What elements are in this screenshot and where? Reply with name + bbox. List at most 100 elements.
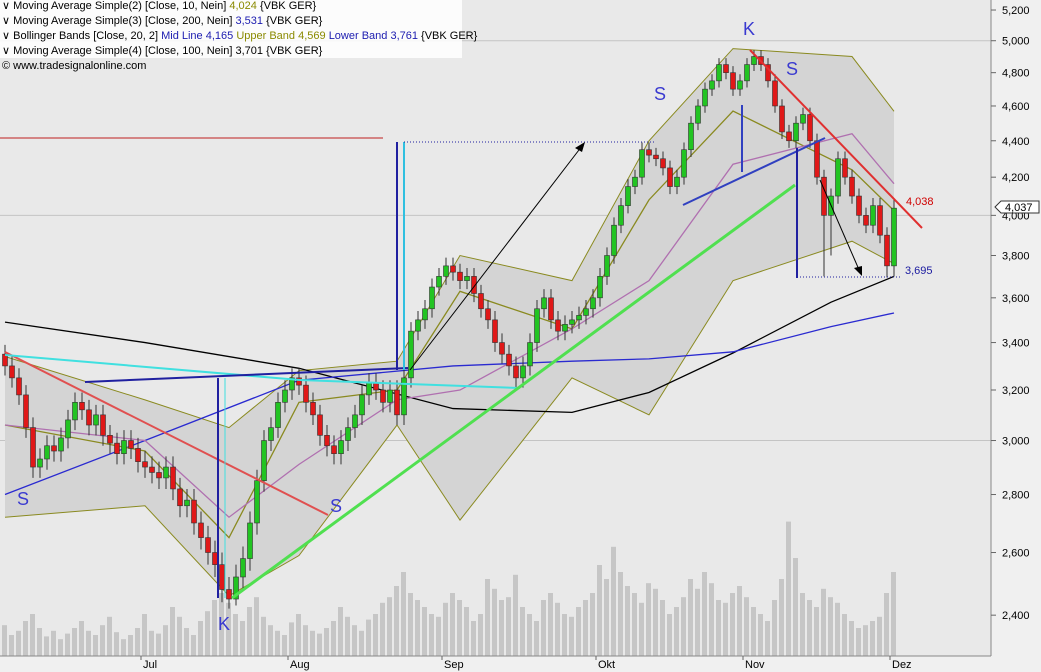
volume-bar <box>296 614 301 656</box>
volume-bar <box>667 614 672 656</box>
volume-bar <box>632 593 637 656</box>
arrow-head <box>575 142 585 152</box>
volume-bar <box>464 607 469 656</box>
volume-bar <box>30 614 35 656</box>
candle-body <box>597 276 603 299</box>
pattern-label: S <box>17 489 29 509</box>
volume-bar <box>93 635 98 656</box>
candle-body <box>744 64 750 82</box>
y-tick-label: 3,600 <box>1002 293 1030 305</box>
candle-body <box>401 377 407 416</box>
volume-bar <box>772 600 777 656</box>
candle-body <box>380 389 386 403</box>
candle-body <box>702 88 708 107</box>
candle-body <box>128 440 134 449</box>
legend-text: Mid Line 4,165 <box>161 30 233 42</box>
trend-line <box>4 354 301 381</box>
volume-bar <box>380 602 385 656</box>
volume-bar <box>121 639 126 656</box>
candle-body <box>688 122 694 151</box>
volume-bar <box>548 593 553 656</box>
candle-body <box>79 402 85 411</box>
volume-bar <box>401 572 406 656</box>
candle-body <box>23 394 29 428</box>
y-tick-label: 5,200 <box>1002 5 1030 17</box>
candle-body <box>37 458 43 468</box>
volume-bar <box>499 600 504 656</box>
candle-body <box>114 442 120 454</box>
volume-bar <box>884 593 889 656</box>
volume-bar <box>282 635 287 656</box>
candle-body <box>436 276 442 288</box>
volume-bar <box>107 616 112 656</box>
legend-text: Bollinger Bands [Close, 20, 2] <box>13 30 158 42</box>
volume-bar <box>226 602 231 656</box>
legend-text: Moving Average Simple(3) [Close, 200, Ne… <box>13 15 232 27</box>
volume-bar <box>233 614 238 656</box>
volume-bar <box>184 628 189 656</box>
y-tick-label: 5,000 <box>1002 36 1030 48</box>
candle-body <box>408 330 414 379</box>
volume-bar <box>373 614 378 656</box>
candle-body <box>394 389 400 416</box>
volume-bar <box>597 565 602 656</box>
y-tick-label: 2,400 <box>1002 610 1030 622</box>
legend-text: 4,024 <box>229 0 257 12</box>
indicator-line <box>4 312 895 496</box>
volume-bar <box>639 602 644 656</box>
volume-bar <box>310 630 315 656</box>
volume-bar <box>366 619 371 656</box>
volume-bar <box>303 625 308 656</box>
candle-body <box>737 80 743 90</box>
volume-bar <box>513 574 518 656</box>
last-price-marker <box>994 200 1040 214</box>
volume-bar <box>254 597 259 656</box>
volume-bar <box>79 621 84 656</box>
volume-bar <box>604 579 609 656</box>
candle-body <box>247 522 253 559</box>
pattern-label: K <box>218 614 230 634</box>
volume-bar <box>345 616 350 656</box>
uptrend-line <box>231 183 796 600</box>
volume-bar <box>114 632 119 656</box>
candle-body <box>632 176 638 187</box>
y-axis-area <box>991 0 1041 672</box>
y-tick-label: 4,400 <box>1002 136 1030 148</box>
legend-text: {VBK GER} <box>266 45 323 57</box>
volume-bar <box>709 583 714 656</box>
trend-line <box>749 49 923 229</box>
candle-body <box>163 466 169 479</box>
candle-body <box>184 499 190 507</box>
legend-entry: ∨ Moving Average Simple(4) [Close, 100, … <box>2 45 323 57</box>
volume-bar <box>156 633 161 656</box>
candle-body <box>590 297 596 310</box>
y-tick-label: 2,600 <box>1002 548 1030 560</box>
candle-body <box>58 437 64 452</box>
volume-bar <box>583 600 588 656</box>
candle-body <box>352 414 358 428</box>
volume-bar <box>744 597 749 656</box>
candle-body <box>310 402 316 416</box>
volume-bar <box>842 614 847 656</box>
candle-body <box>625 186 631 206</box>
candle-body <box>9 365 15 379</box>
volume-bar <box>443 602 448 656</box>
candle-body <box>541 297 547 310</box>
volume-bar <box>170 607 175 656</box>
volume-bar <box>44 636 49 656</box>
candle-body <box>772 80 778 107</box>
candle-body <box>639 149 645 178</box>
volume-bar <box>618 572 623 656</box>
candle-body <box>534 308 540 343</box>
legend-text: 3,701 <box>235 45 263 57</box>
volume-bar <box>23 621 28 656</box>
volume-bar <box>793 558 798 656</box>
drawings <box>0 49 923 600</box>
copyright: © www.tradesignalonline.com <box>2 60 146 72</box>
candle-body <box>814 140 820 178</box>
candle-body <box>842 158 848 178</box>
y-tick-label: 4,800 <box>1002 68 1030 80</box>
candle-body <box>464 276 470 281</box>
volume-bar <box>625 586 630 656</box>
arrow-head <box>854 266 862 276</box>
